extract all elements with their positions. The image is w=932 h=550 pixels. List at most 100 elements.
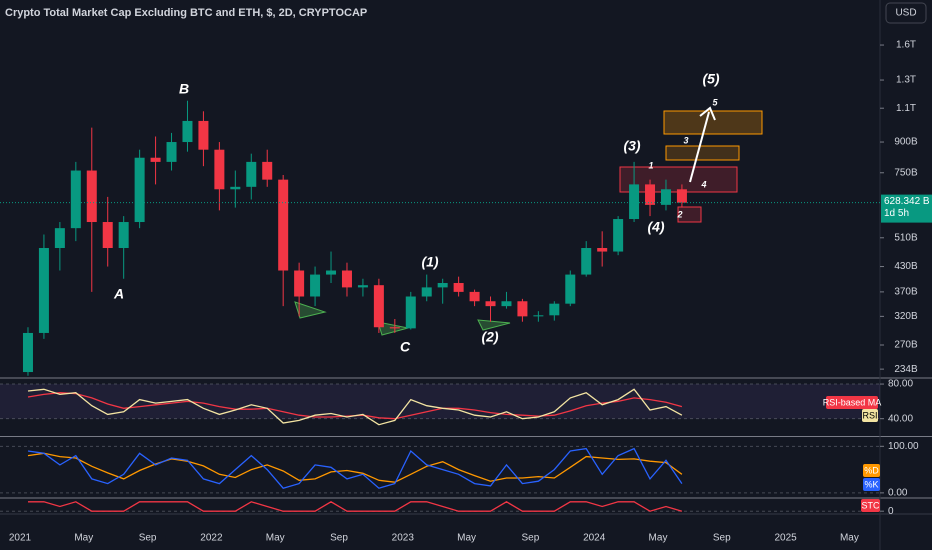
- y-tick-label: 320B: [894, 311, 918, 322]
- candle-body: [629, 184, 640, 220]
- box-drawing: [663, 110, 763, 135]
- candle-body: [660, 189, 671, 205]
- x-tick-label: Sep: [713, 533, 731, 544]
- candle-body: [357, 285, 368, 288]
- x-tick-label: 2021: [9, 533, 32, 544]
- y-tick-label: 100.00: [888, 441, 919, 452]
- x-tick-label: 2025: [774, 533, 797, 544]
- candle-body: [70, 170, 81, 229]
- currency-button[interactable]: [885, 2, 927, 24]
- wave-label: 5: [712, 97, 718, 107]
- wave-label: 4: [700, 179, 706, 189]
- wave-label: (4): [647, 219, 664, 235]
- candle-body: [86, 170, 97, 223]
- y-tick-label: 1.1T: [896, 103, 916, 114]
- y-tick-label: 430B: [894, 261, 918, 272]
- legend-tag: [862, 409, 878, 422]
- candle-body: [389, 327, 400, 329]
- legend-label: STC: [862, 500, 881, 510]
- wave-label: A: [113, 286, 124, 302]
- x-tick-label: May: [266, 533, 285, 544]
- legend-tag: [863, 464, 880, 477]
- wave-label: (3): [623, 138, 640, 154]
- candle-body: [214, 149, 225, 190]
- wave-label: (1): [421, 254, 438, 270]
- candle-body: [676, 189, 687, 203]
- candle-body: [373, 285, 384, 328]
- candle-body: [230, 186, 241, 190]
- chart-title: Crypto Total Market Cap Excluding BTC an…: [5, 7, 367, 19]
- candle-body: [102, 222, 113, 249]
- y-tick-label: 750B: [894, 167, 918, 178]
- x-tick-label: May: [74, 533, 93, 544]
- candle-body: [597, 248, 608, 252]
- candle-body: [565, 274, 576, 304]
- candle-body: [198, 120, 209, 150]
- indicator-line: [27, 388, 683, 426]
- indicator-line: [27, 452, 683, 483]
- candle-body: [118, 222, 129, 249]
- triangle-drawing: [294, 301, 327, 319]
- candle-body: [166, 142, 177, 162]
- rsi-band: [0, 384, 880, 419]
- y-tick-label: 370B: [894, 287, 918, 298]
- wave-label: C: [400, 339, 411, 355]
- currency-label[interactable]: USD: [895, 8, 916, 19]
- candle-body: [310, 274, 321, 297]
- y-tick-label: 0: [888, 506, 894, 517]
- wave-label: 3: [683, 135, 688, 145]
- wave-label: (5): [702, 71, 719, 87]
- candle-body: [501, 301, 512, 307]
- y-tick-label: 510B: [894, 232, 918, 243]
- legend-tag: [826, 396, 878, 409]
- box-drawing: [619, 166, 738, 193]
- candle-body: [405, 296, 416, 329]
- price-tag: [881, 194, 932, 223]
- box-drawing: [677, 206, 702, 223]
- legend-label: %K: [864, 479, 878, 489]
- candle-body: [54, 228, 65, 249]
- x-tick-label: May: [457, 533, 476, 544]
- arrow-line: [689, 111, 710, 183]
- candle-body: [437, 283, 448, 288]
- legend-label: RSI: [862, 410, 877, 420]
- y-tick-label: 1.3T: [896, 75, 916, 86]
- candle-body: [517, 301, 528, 317]
- candle-body: [278, 179, 289, 271]
- x-tick-label: May: [649, 533, 668, 544]
- legend-label: RSI-based MA: [823, 397, 882, 407]
- triangle-drawing: [477, 319, 511, 331]
- x-tick-label: Sep: [139, 533, 157, 544]
- candle-body: [581, 248, 592, 275]
- arrow-head: [699, 106, 716, 121]
- countdown: 1d 5h: [884, 208, 909, 219]
- candle-body: [182, 120, 193, 143]
- y-tick-label: 270B: [894, 340, 918, 351]
- x-tick-label: 2023: [392, 533, 415, 544]
- y-tick-label: 234B: [894, 364, 918, 375]
- candle-body: [453, 283, 464, 292]
- y-tick-label: 80.00: [888, 379, 913, 390]
- candle-body: [134, 157, 145, 223]
- candle-body: [38, 248, 49, 333]
- y-tick-label: 0.00: [888, 488, 908, 499]
- wave-label: 1: [648, 160, 653, 170]
- legend-tag: [861, 499, 880, 512]
- candle-body: [22, 332, 33, 373]
- wave-label: B: [179, 81, 189, 97]
- wave-label: 2: [676, 209, 682, 219]
- wave-label: (2): [481, 329, 498, 345]
- candle-body: [533, 315, 544, 317]
- candles: [22, 100, 687, 376]
- y-tick-label: 1.6T: [896, 40, 916, 51]
- candle-body: [326, 270, 337, 275]
- legend-tag: [863, 478, 880, 491]
- price-label: 628.342 B: [884, 196, 930, 207]
- candle-body: [341, 270, 352, 288]
- candle-body: [469, 291, 480, 302]
- x-tick-label: Sep: [330, 533, 348, 544]
- candle-body: [485, 301, 496, 307]
